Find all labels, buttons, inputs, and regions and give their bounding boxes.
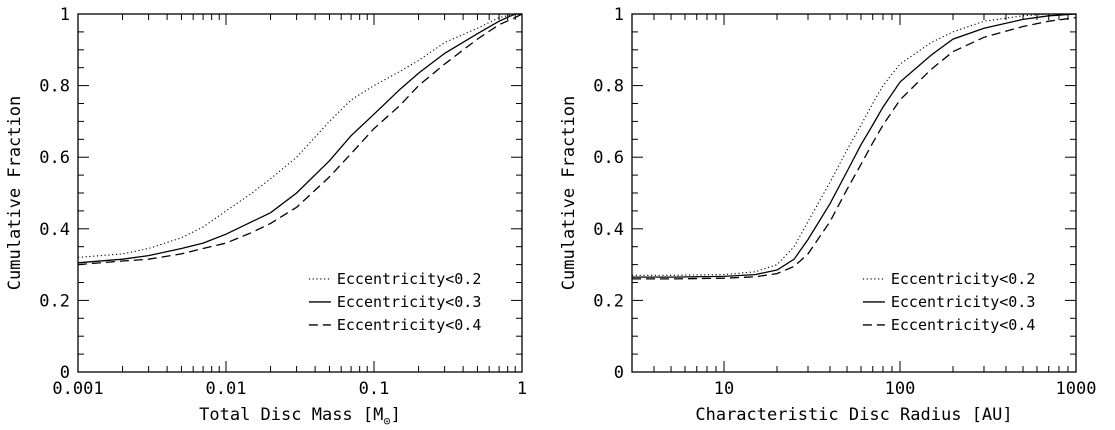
y-axis-label: Cumulative Fraction xyxy=(559,96,579,290)
x-tick-label: 10 xyxy=(714,379,734,399)
y-tick-label: 0.6 xyxy=(593,148,624,168)
series-line-dotted xyxy=(78,14,522,257)
y-axis-label: Cumulative Fraction xyxy=(5,96,25,290)
x-axis-label: Total Disc Mass [M⊙] xyxy=(199,405,401,428)
x-tick-label: 0.01 xyxy=(206,379,247,399)
x-axis-label: Characteristic Disc Radius [AU] xyxy=(695,405,1012,425)
y-tick-label: 1 xyxy=(60,5,70,25)
legend-label: Eccentricity<0.3 xyxy=(337,293,482,311)
y-tick-label: 0.2 xyxy=(39,291,70,311)
legend-label: Eccentricity<0.3 xyxy=(891,293,1036,311)
y-tick-label: 0 xyxy=(614,363,624,383)
legend-label: Eccentricity<0.2 xyxy=(891,270,1036,288)
series-line-dashed xyxy=(78,14,522,265)
series-line-dashed xyxy=(632,18,1076,279)
legend-label: Eccentricity<0.4 xyxy=(891,316,1036,334)
y-tick-label: 0.6 xyxy=(39,148,70,168)
y-tick-label: 0.4 xyxy=(593,220,624,240)
x-tick-label: 100 xyxy=(885,379,916,399)
y-tick-label: 0.8 xyxy=(39,77,70,97)
x-tick-label: 0.1 xyxy=(359,379,390,399)
x-tick-label: 1000 xyxy=(1056,379,1097,399)
legend-label: Eccentricity<0.2 xyxy=(337,270,482,288)
series-line-solid xyxy=(632,14,1076,277)
y-tick-label: 0.4 xyxy=(39,220,70,240)
legend-label: Eccentricity<0.4 xyxy=(337,316,482,334)
series-line-solid xyxy=(78,14,522,263)
y-tick-label: 0.2 xyxy=(593,291,624,311)
series-line-dotted xyxy=(632,14,1076,275)
x-tick-label: 1 xyxy=(517,379,527,399)
y-tick-label: 0.8 xyxy=(593,77,624,97)
y-tick-label: 1 xyxy=(614,5,624,25)
y-tick-label: 0 xyxy=(60,363,70,383)
chart-panel-2: 10 100 1000 0 0.2 0.4 0.6 0.8 1 Characteristic Di… xyxy=(559,5,1096,425)
